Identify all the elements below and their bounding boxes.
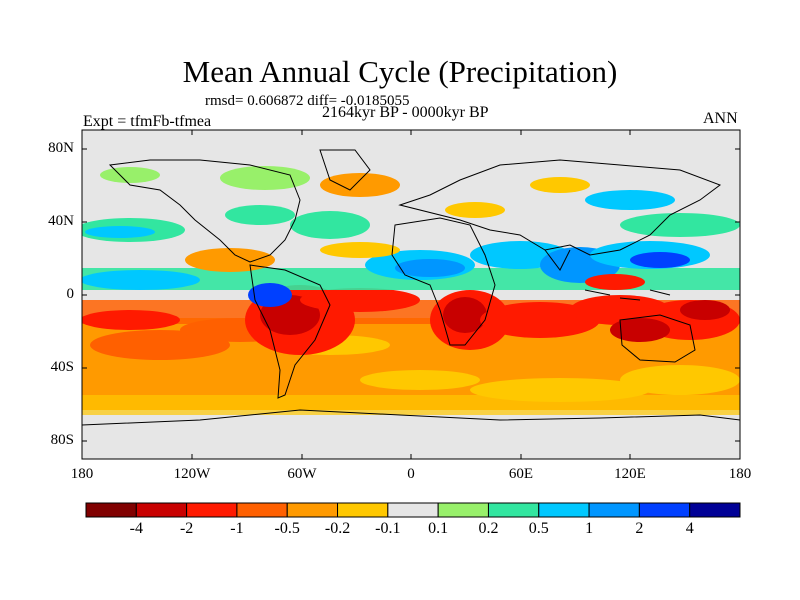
- colorbar-label: -1: [230, 520, 244, 537]
- colorbar-label: -4: [129, 520, 143, 537]
- lon-label-0: 0: [407, 466, 415, 482]
- colorbar-box: [487, 502, 540, 518]
- lon-label-120e: 120E: [614, 466, 646, 482]
- colorbar-label: 2: [635, 520, 644, 537]
- lat-label-40s: 40S: [50, 359, 74, 375]
- lat-label-80s: 80S: [50, 432, 74, 448]
- colorbar-label: -0.1: [375, 520, 401, 537]
- colorbar-box: [588, 502, 640, 518]
- lat-label-40n: 40N: [48, 213, 74, 229]
- colorbar-label: 0.1: [428, 520, 449, 537]
- colorbar-label: -0.5: [274, 520, 300, 537]
- colorbar-box: [437, 502, 489, 518]
- period-subtitle: 2164kyr BP - 0000kyr BP: [322, 104, 489, 121]
- colorbar-box: [286, 502, 339, 518]
- colorbar-label: -2: [179, 520, 194, 537]
- experiment-label: Expt = tfmFb-tfmea: [83, 113, 212, 130]
- lon-label-180w: 180: [70, 466, 94, 482]
- precipitation-field: [82, 130, 740, 459]
- lon-label-180e: 180: [728, 466, 752, 482]
- colorbar-box: [135, 502, 188, 518]
- colorbar-box: [236, 502, 288, 518]
- colorbar-box: [337, 502, 389, 518]
- colorbar-label: -0.2: [324, 520, 351, 537]
- colorbar-box: [689, 502, 741, 518]
- colorbar-box: [186, 502, 238, 518]
- colorbar-box: [85, 502, 137, 518]
- lon-label-60w: 60W: [287, 466, 317, 482]
- stats-subtitle: rmsd= 0.606872 diff= -0.0185055: [205, 93, 410, 109]
- lat-label-0: 0: [66, 286, 75, 302]
- colorbar: [85, 502, 741, 518]
- colorbar-label: 1: [585, 520, 594, 537]
- lat-label-80n: 80N: [48, 140, 74, 156]
- colorbar-box: [538, 502, 590, 518]
- colorbar-box: [638, 502, 691, 518]
- lon-label-60e: 60E: [508, 466, 534, 482]
- colorbar-label: 0.5: [528, 520, 549, 537]
- colorbar-label: 4: [685, 520, 694, 537]
- lon-label-120w: 120W: [173, 466, 211, 482]
- coastlines: [82, 149, 740, 426]
- plot-title: Mean Annual Cycle (Precipitation): [182, 54, 618, 89]
- colorbar-box: [387, 502, 439, 518]
- season-label: ANN: [703, 110, 738, 127]
- colorbar-label: 0.2: [478, 520, 499, 537]
